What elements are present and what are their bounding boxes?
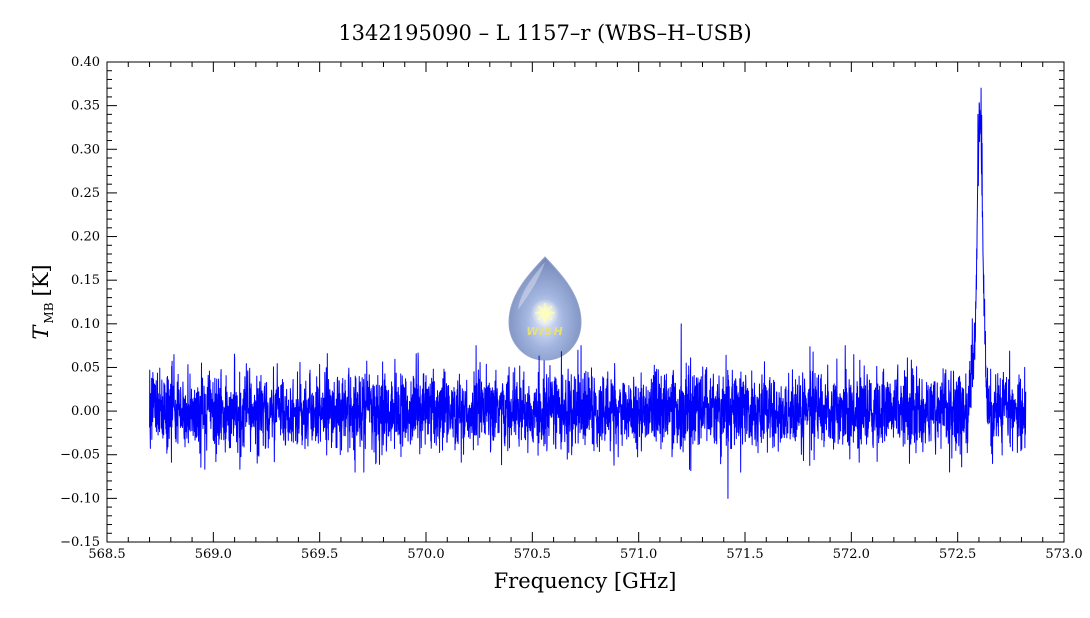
x-axis-title: Frequency [GHz]	[494, 569, 677, 593]
y-tick-label: 0.30	[71, 142, 100, 157]
x-tick-label: 572.0	[833, 547, 870, 562]
wish-logo-text: WISH	[526, 325, 563, 338]
x-tick-label: 571.5	[726, 547, 763, 562]
x-tick-label: 573.0	[1045, 547, 1082, 562]
y-tick-labels: −0.15 −0.10 −0.05 0.00 0.05 0.10 0.15 0.20 0.25 0…	[60, 55, 100, 550]
y-tick-label: 0.05	[71, 360, 100, 375]
y-axis-subscript: MB	[42, 302, 56, 323]
y-axis-symbol: T	[29, 324, 53, 340]
x-tick-label: 569.0	[195, 547, 232, 562]
y-tick-label: −0.05	[60, 448, 100, 463]
y-tick-label: 0.20	[71, 230, 100, 245]
y-tick-label: 0.15	[71, 273, 100, 288]
y-tick-label: −0.10	[60, 491, 100, 506]
y-tick-label: 0.00	[71, 404, 100, 419]
y-axis-unit: [K]	[29, 264, 53, 296]
chart-title: 1342195090 – L 1157–r (WBS–H–USB)	[338, 21, 751, 45]
wish-drop-highlight	[518, 262, 545, 310]
plot-frame	[106, 61, 1065, 543]
y-tick-label: 0.25	[71, 186, 100, 201]
x-tick-label: 570.5	[514, 547, 551, 562]
x-tick-label: 568.5	[88, 547, 125, 562]
y-tick-label: 0.40	[71, 55, 100, 70]
y-tick-label: −0.15	[60, 535, 100, 550]
spectrum-series	[149, 87, 1027, 499]
y-axis-title: TMB [K]	[29, 264, 56, 339]
wish-logo: WISH	[508, 256, 582, 361]
x-tick-label: 570.0	[407, 547, 444, 562]
x-tick-label: 569.5	[301, 547, 338, 562]
star-icon	[535, 303, 555, 323]
axis-ticks	[106, 61, 1065, 543]
y-tick-label: 0.35	[71, 99, 100, 114]
y-tick-label: 0.10	[71, 317, 100, 332]
svg-text:TMB[K]: TMB [K]	[29, 264, 56, 339]
x-tick-label: 571.0	[620, 547, 657, 562]
x-tick-labels: 568.5 569.0 569.5 570.0 570.5 571.0 571.5 572.0…	[88, 547, 1082, 562]
x-tick-label: 572.5	[939, 547, 976, 562]
